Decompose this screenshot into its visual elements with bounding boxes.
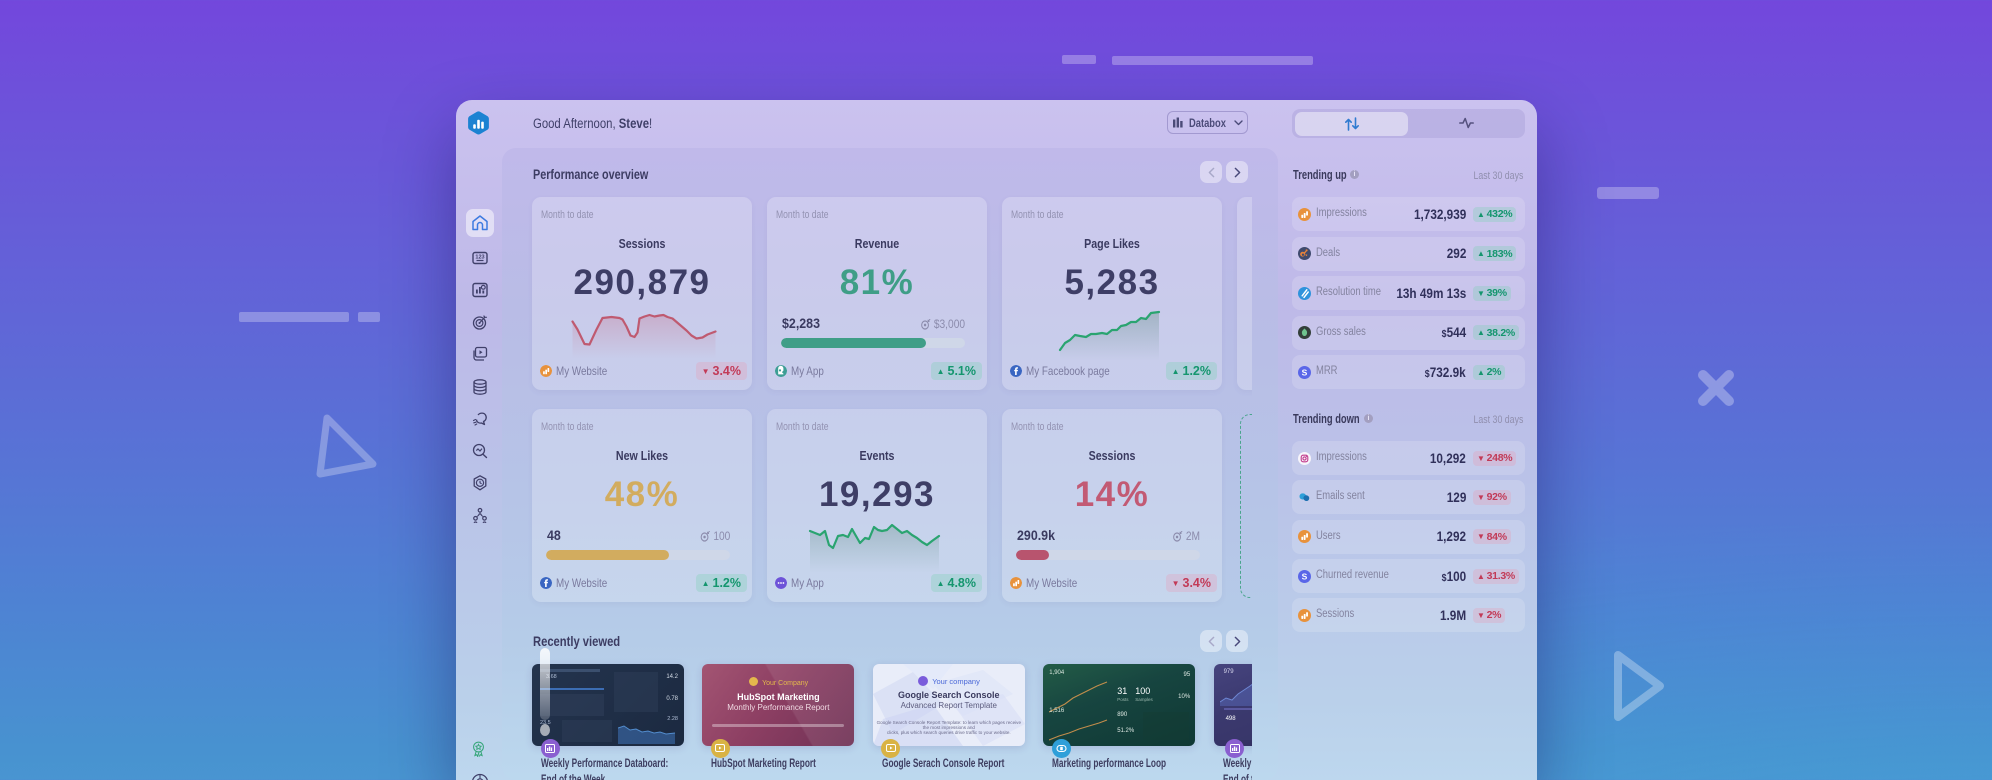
svg-text:S: S [1302, 571, 1308, 581]
svg-text:S: S [1302, 367, 1308, 377]
svg-text:123: 123 [475, 254, 484, 260]
